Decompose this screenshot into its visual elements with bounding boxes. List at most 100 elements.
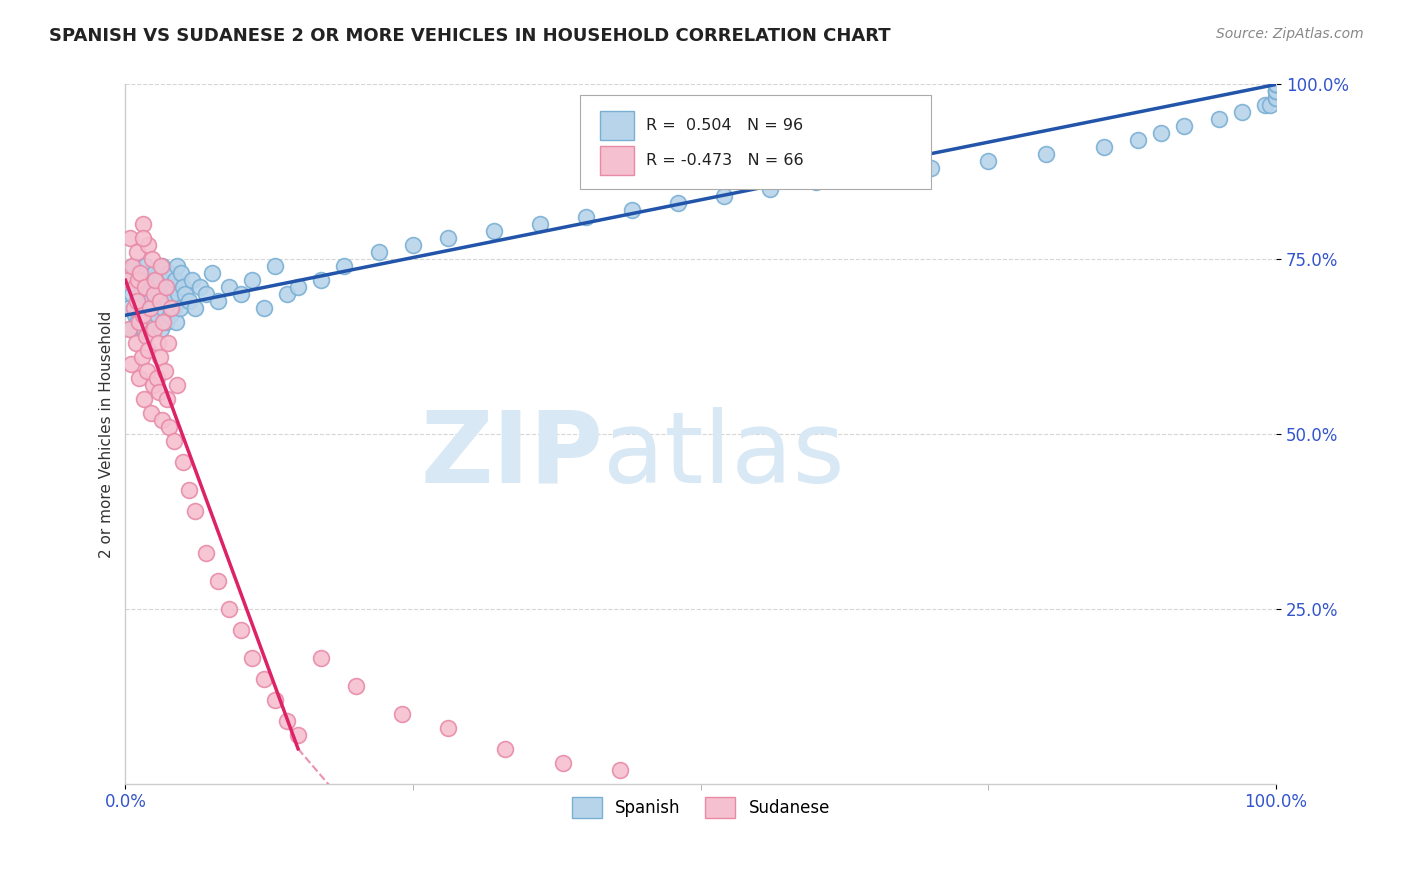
Point (240, 651, 263, 665)
Point (862, 169, 884, 183)
Point (977, 154, 1000, 169)
Point (155, 280, 177, 294)
Point (149, 273, 172, 287)
Point (143, 287, 166, 301)
Point (344, 679, 367, 693)
Point (759, 182, 782, 196)
Point (132, 273, 155, 287)
Point (666, 196, 689, 211)
Point (146, 287, 169, 301)
Point (128, 371, 150, 385)
Point (188, 280, 211, 294)
Point (169, 301, 191, 316)
Text: SPANISH VS SUDANESE 2 OR MORE VEHICLES IN HOUSEHOLD CORRELATION CHART: SPANISH VS SUDANESE 2 OR MORE VEHICLES I… (49, 27, 891, 45)
Point (134, 259, 156, 273)
Point (920, 161, 942, 176)
Point (229, 623, 252, 637)
Point (149, 294, 172, 309)
Point (131, 301, 153, 316)
Point (150, 322, 173, 336)
Point (128, 294, 150, 309)
Point (157, 420, 180, 434)
Point (141, 252, 163, 267)
Text: R = -0.473   N = 66: R = -0.473 N = 66 (645, 153, 803, 169)
Text: ZIP: ZIP (420, 407, 603, 504)
Point (174, 287, 197, 301)
Point (145, 308, 167, 322)
Point (157, 294, 180, 309)
Point (1265, 85, 1288, 99)
Text: atlas: atlas (603, 407, 845, 504)
Point (183, 301, 205, 316)
Point (195, 287, 218, 301)
Point (177, 294, 200, 309)
Point (575, 211, 598, 225)
Point (1265, 91, 1288, 105)
Point (1126, 133, 1149, 147)
Point (150, 413, 173, 427)
Point (436, 721, 458, 735)
Point (1208, 112, 1230, 127)
Point (127, 273, 149, 287)
Point (150, 259, 173, 273)
Point (1265, 78, 1288, 92)
Point (134, 280, 156, 294)
Point (125, 294, 148, 309)
Point (551, 756, 574, 770)
Point (529, 217, 551, 231)
Point (152, 315, 174, 329)
Point (609, 763, 631, 777)
Point (138, 238, 160, 252)
Point (120, 322, 142, 336)
Point (146, 336, 169, 351)
Point (145, 280, 167, 294)
Point (1230, 105, 1253, 120)
Point (124, 308, 146, 322)
Point (128, 315, 150, 329)
Point (157, 336, 180, 351)
Point (132, 392, 155, 406)
Point (218, 602, 240, 616)
Point (124, 280, 146, 294)
Point (156, 280, 179, 294)
Point (120, 273, 142, 287)
Point (177, 483, 200, 497)
Point (163, 301, 186, 316)
Point (142, 301, 165, 316)
Point (1265, 85, 1288, 99)
Point (207, 574, 229, 588)
Point (162, 280, 184, 294)
Point (118, 301, 141, 316)
Point (122, 301, 145, 316)
Point (138, 301, 160, 316)
FancyBboxPatch shape (599, 111, 634, 140)
Point (167, 287, 190, 301)
Point (494, 741, 516, 756)
Point (252, 672, 274, 686)
Point (143, 266, 166, 280)
Point (129, 266, 152, 280)
Point (142, 378, 165, 392)
Point (713, 189, 735, 203)
Point (153, 364, 176, 378)
Point (367, 245, 389, 260)
Point (264, 693, 287, 707)
Point (145, 273, 167, 287)
Point (207, 294, 229, 309)
Point (132, 217, 155, 231)
Point (145, 371, 167, 385)
Point (136, 364, 159, 378)
Point (160, 287, 183, 301)
Point (287, 728, 309, 742)
Point (138, 343, 160, 358)
Point (125, 315, 148, 329)
Point (1035, 147, 1057, 161)
Point (125, 280, 148, 294)
Point (1265, 78, 1288, 92)
Point (183, 504, 205, 518)
Point (121, 287, 143, 301)
Point (402, 238, 425, 252)
Point (287, 280, 309, 294)
Point (201, 266, 224, 280)
Point (170, 266, 193, 280)
